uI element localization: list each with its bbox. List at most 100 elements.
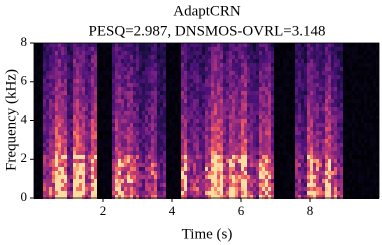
spectrogram-cell xyxy=(64,183,67,187)
spectrogram-cell xyxy=(124,79,127,83)
spectrogram-cell xyxy=(163,79,166,83)
spectrogram-cell xyxy=(226,87,229,91)
spectrogram-cell xyxy=(88,139,91,143)
spectrogram-cell xyxy=(244,51,247,55)
spectrogram-cell xyxy=(61,91,64,95)
spectrogram-cell xyxy=(214,71,217,75)
spectrogram-cell xyxy=(319,147,322,151)
spectrogram-cell xyxy=(367,87,370,91)
spectrogram-cell xyxy=(232,123,235,127)
spectrogram-cell xyxy=(97,163,100,167)
spectrogram-cell xyxy=(97,55,100,59)
spectrogram-cell xyxy=(226,171,229,175)
spectrogram-cell xyxy=(178,119,181,123)
spectrogram-cell xyxy=(256,79,259,83)
spectrogram-cell xyxy=(334,187,337,191)
spectrogram-cell xyxy=(37,151,40,155)
spectrogram-cell xyxy=(313,63,316,67)
spectrogram-cell xyxy=(46,103,49,107)
spectrogram-cell xyxy=(355,111,358,115)
spectrogram-cell xyxy=(241,183,244,187)
spectrogram-cell xyxy=(61,47,64,51)
spectrogram-cell xyxy=(79,59,82,63)
spectrogram-cell xyxy=(325,107,328,111)
spectrogram-cell xyxy=(76,95,79,99)
spectrogram-cell xyxy=(277,107,280,111)
spectrogram-cell xyxy=(169,143,172,147)
spectrogram-cell xyxy=(169,99,172,103)
spectrogram-cell xyxy=(97,167,100,171)
spectrogram-cell xyxy=(199,79,202,83)
spectrogram-cell xyxy=(187,179,190,183)
spectrogram-cell xyxy=(346,155,349,159)
spectrogram-cell xyxy=(328,135,331,139)
spectrogram-cell xyxy=(256,47,259,51)
spectrogram-cell xyxy=(124,43,127,47)
spectrogram-cell xyxy=(151,95,154,99)
spectrogram-cell xyxy=(160,191,163,195)
spectrogram-cell xyxy=(289,111,292,115)
spectrogram-cell xyxy=(373,155,376,159)
spectrogram-cell xyxy=(244,47,247,51)
spectrogram-cell xyxy=(115,187,118,191)
spectrogram-cell xyxy=(190,87,193,91)
spectrogram-cell xyxy=(343,139,346,143)
spectrogram-cell xyxy=(34,111,37,115)
spectrogram-cell xyxy=(289,163,292,167)
spectrogram-cell xyxy=(100,187,103,191)
spectrogram-cell xyxy=(169,119,172,123)
spectrogram-cell xyxy=(82,191,85,195)
spectrogram-cell xyxy=(187,151,190,155)
spectrogram-cell xyxy=(136,111,139,115)
spectrogram-cell xyxy=(295,147,298,151)
spectrogram-cell xyxy=(211,115,214,119)
spectrogram-cell xyxy=(109,59,112,63)
spectrogram-cell xyxy=(334,103,337,107)
spectrogram-cell xyxy=(349,147,352,151)
spectrogram-cell xyxy=(301,147,304,151)
spectrogram-cell xyxy=(127,55,130,59)
spectrogram-cell xyxy=(292,175,295,179)
spectrogram-cell xyxy=(274,123,277,127)
spectrogram-cell xyxy=(154,107,157,111)
spectrogram-cell xyxy=(343,119,346,123)
spectrogram-cell xyxy=(169,47,172,51)
spectrogram-cell xyxy=(358,51,361,55)
spectrogram-cell xyxy=(118,107,121,111)
spectrogram-cell xyxy=(211,139,214,143)
spectrogram-cell xyxy=(373,67,376,71)
spectrogram-cell xyxy=(187,59,190,63)
spectrogram-cell xyxy=(265,171,268,175)
spectrogram-cell xyxy=(199,179,202,183)
spectrogram-cell xyxy=(52,159,55,163)
spectrogram-cell xyxy=(370,171,373,175)
spectrogram-cell xyxy=(133,159,136,163)
spectrogram-cell xyxy=(88,67,91,71)
spectrogram-cell xyxy=(166,127,169,131)
spectrogram-cell xyxy=(364,115,367,119)
spectrogram-cell xyxy=(163,127,166,131)
spectrogram-cell xyxy=(340,83,343,87)
spectrogram-cell xyxy=(97,95,100,99)
spectrogram-cell xyxy=(346,187,349,191)
spectrogram-cell xyxy=(172,75,175,79)
spectrogram-cell xyxy=(238,151,241,155)
spectrogram-cell xyxy=(220,155,223,159)
spectrogram-cell xyxy=(121,119,124,123)
spectrogram-cell xyxy=(370,167,373,171)
spectrogram-cell xyxy=(229,51,232,55)
spectrogram-cell xyxy=(376,191,379,195)
spectrogram-cell xyxy=(238,71,241,75)
spectrogram-cell xyxy=(301,95,304,99)
spectrogram-cell xyxy=(256,115,259,119)
spectrogram-cell xyxy=(262,59,265,63)
spectrogram-cell xyxy=(208,111,211,115)
spectrogram-cell xyxy=(163,47,166,51)
spectrogram-cell xyxy=(304,63,307,67)
spectrogram-cell xyxy=(286,55,289,59)
spectrogram-cell xyxy=(229,167,232,171)
spectrogram-cell xyxy=(64,139,67,143)
spectrogram-cell xyxy=(196,43,199,47)
spectrogram-cell xyxy=(145,63,148,67)
spectrogram-cell xyxy=(274,139,277,143)
